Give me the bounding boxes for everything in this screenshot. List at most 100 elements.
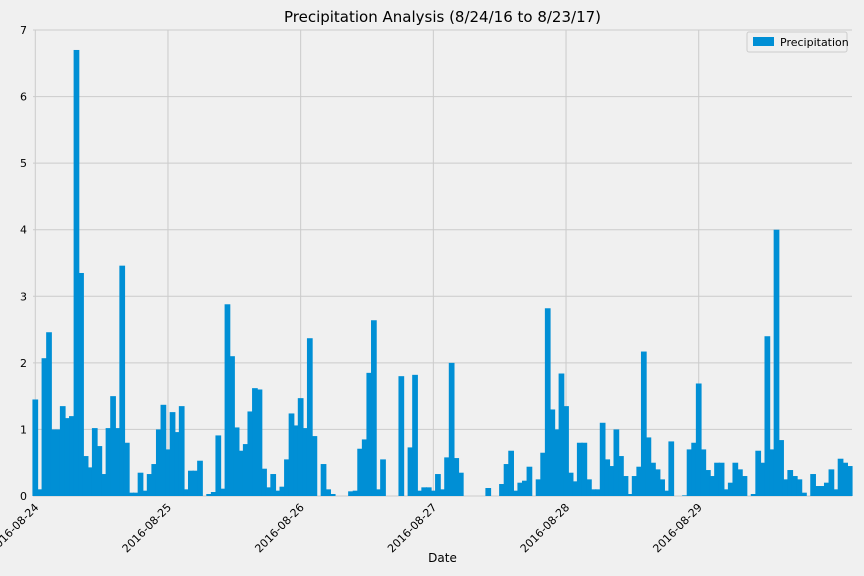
precipitation-bar bbox=[778, 440, 784, 496]
precipitation-bar bbox=[210, 492, 217, 496]
y-tick-label: 2 bbox=[20, 357, 27, 370]
plot-area bbox=[33, 30, 852, 496]
precipitation-bar bbox=[608, 466, 615, 496]
precipitation-bar bbox=[288, 413, 295, 496]
precipitation-bar bbox=[663, 490, 670, 496]
precipitation-bar bbox=[178, 406, 185, 496]
precipitation-bar bbox=[238, 450, 245, 496]
precipitation-bar bbox=[622, 476, 629, 496]
precipitation-bar bbox=[128, 492, 135, 496]
legend-label: Precipitation bbox=[780, 36, 849, 49]
precipitation-bar bbox=[654, 469, 661, 496]
precipitation-bar bbox=[274, 490, 281, 496]
precipitation-bar bbox=[508, 450, 514, 496]
precipitation-bar bbox=[155, 429, 162, 496]
precipitation-bar bbox=[695, 383, 702, 496]
precipitation-bar bbox=[265, 487, 272, 496]
precipitation-bar bbox=[50, 429, 57, 496]
y-axis-ticks: 0 1 2 3 4 5 6 7 bbox=[20, 24, 27, 503]
precipitation-bar bbox=[544, 308, 551, 496]
precipitation-bar bbox=[37, 489, 43, 496]
precipitation-bar bbox=[361, 439, 368, 496]
precipitation-bar bbox=[572, 481, 579, 496]
precipitation-bar bbox=[224, 304, 231, 496]
precipitation-bar bbox=[206, 494, 213, 496]
precipitation-bar bbox=[348, 491, 354, 496]
precipitation-bar bbox=[320, 464, 327, 496]
y-tick-label: 7 bbox=[20, 24, 27, 37]
precipitation-bar bbox=[306, 338, 313, 496]
legend: Precipitation bbox=[746, 31, 849, 53]
precipitation-bar bbox=[46, 332, 52, 496]
precipitation-bar bbox=[352, 490, 359, 496]
precipitation-bar bbox=[192, 470, 199, 496]
precipitation-bar bbox=[87, 467, 94, 496]
precipitation-bar bbox=[604, 459, 611, 496]
precipitation-bar bbox=[732, 462, 739, 496]
precipitation-bar bbox=[375, 489, 382, 496]
y-tick-label: 5 bbox=[20, 157, 27, 170]
precipitation-bar bbox=[576, 442, 583, 496]
precipitation-bar bbox=[549, 409, 556, 496]
precipitation-bar bbox=[453, 458, 460, 496]
precipitation-bar bbox=[810, 474, 816, 496]
precipitation-bar bbox=[599, 422, 606, 496]
precipitation-bar bbox=[714, 462, 720, 496]
precipitation-bar bbox=[613, 429, 620, 496]
precipitation-bar bbox=[197, 460, 203, 496]
y-tick-label: 1 bbox=[20, 423, 27, 436]
precipitation-bar bbox=[59, 406, 66, 496]
precipitation-bar bbox=[416, 490, 423, 496]
precipitation-bar bbox=[261, 468, 267, 496]
precipitation-bar bbox=[187, 470, 194, 496]
precipitation-bar bbox=[645, 437, 652, 496]
precipitation-bar bbox=[215, 435, 222, 496]
precipitation-bar bbox=[737, 469, 743, 496]
precipitation-bar bbox=[279, 486, 286, 496]
precipitation-bar bbox=[380, 459, 386, 496]
precipitation-bar bbox=[517, 482, 524, 496]
precipitation-bar bbox=[595, 489, 601, 496]
precipitation-bar bbox=[119, 265, 126, 496]
precipitation-bar bbox=[718, 462, 725, 496]
precipitation-bar bbox=[444, 457, 450, 496]
bars-group bbox=[32, 49, 853, 496]
precipitation-bar bbox=[618, 456, 624, 496]
precipitation-bar bbox=[503, 464, 510, 496]
precipitation-bar bbox=[709, 476, 716, 496]
precipitation-bar bbox=[123, 442, 130, 496]
precipitation-bar bbox=[325, 489, 331, 496]
precipitation-bar bbox=[421, 487, 428, 496]
precipitation-bar bbox=[357, 448, 364, 496]
precipitation-bar bbox=[41, 358, 48, 496]
y-tick-label: 4 bbox=[20, 224, 27, 237]
precipitation-bar bbox=[636, 466, 643, 496]
precipitation-bar bbox=[169, 412, 176, 496]
precipitation-bar bbox=[64, 418, 71, 496]
precipitation-bar bbox=[252, 388, 258, 496]
precipitation-bar bbox=[764, 336, 771, 496]
y-tick-label: 6 bbox=[20, 91, 27, 104]
legend-swatch bbox=[753, 37, 774, 46]
precipitation-bar bbox=[796, 479, 803, 496]
precipitation-bar bbox=[293, 425, 299, 496]
precipitation-bar bbox=[55, 429, 62, 496]
precipitation-bar bbox=[558, 373, 565, 496]
precipitation-bar bbox=[540, 452, 547, 496]
precipitation-bar bbox=[837, 458, 844, 496]
precipitation-bar bbox=[160, 404, 167, 496]
precipitation-bar bbox=[791, 476, 798, 496]
precipitation-bar bbox=[640, 351, 647, 496]
precipitation-bar bbox=[700, 449, 707, 496]
precipitation-bar bbox=[586, 479, 592, 496]
precipitation-bar bbox=[151, 464, 158, 496]
precipitation-bar bbox=[398, 376, 405, 496]
precipitation-bar bbox=[329, 494, 336, 496]
precipitation-bar bbox=[73, 49, 80, 496]
precipitation-bar bbox=[705, 470, 711, 496]
precipitation-bar bbox=[833, 489, 839, 496]
precipitation-bar bbox=[512, 490, 519, 496]
precipitation-bar bbox=[727, 482, 734, 496]
precipitation-bar bbox=[91, 428, 98, 496]
precipitation-bar bbox=[311, 436, 318, 496]
